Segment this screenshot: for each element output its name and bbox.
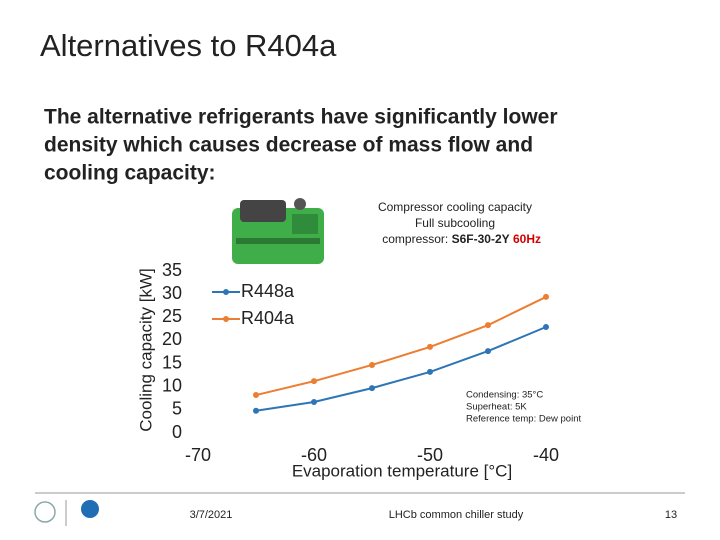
legend-label: R404a: [241, 308, 295, 328]
y-tick-label: 25: [162, 306, 182, 326]
series-line: [255, 326, 547, 412]
annotation: Reference temp: Dew point: [466, 414, 581, 425]
point: [369, 385, 375, 392]
chart-title: Compressor cooling capacity: [378, 200, 532, 214]
y-axis-label: Cooling capacity [kW]: [136, 268, 155, 431]
y-tick-label: 35: [162, 260, 182, 280]
legend-label: R448a: [241, 281, 295, 301]
legend-swatch: [223, 289, 229, 295]
point: [311, 398, 317, 405]
annotation-box: Condensing: 35°C Superheat: 5K Reference…: [460, 384, 606, 430]
compressor-freq: 60Hz: [513, 232, 541, 246]
point: [253, 392, 259, 399]
point: [543, 324, 549, 331]
point: [253, 407, 259, 414]
point: [427, 368, 433, 375]
compressor-model: S6F-30-2Y: [452, 232, 510, 246]
compressor-image: [232, 198, 324, 264]
point: [485, 322, 491, 329]
x-tick-label: -60: [301, 445, 327, 465]
logos: [34, 500, 99, 526]
body-text: The alternative refrigerants have signif…: [44, 106, 558, 129]
annotation: Condensing: 35°C: [466, 390, 543, 401]
point: [427, 343, 433, 350]
annotation: Superheat: 5K: [466, 402, 527, 413]
point: [369, 361, 375, 368]
point: [485, 348, 491, 355]
x-tick-label: -70: [185, 445, 211, 465]
x-tick-label: -50: [417, 445, 443, 465]
body-text: cooling capacity:: [44, 162, 216, 185]
y-tick-label: 5: [172, 399, 182, 419]
y-tick-label: 15: [162, 352, 182, 372]
legend-swatch: [223, 316, 229, 322]
y-tick-label: 30: [162, 283, 182, 303]
slide-title: Alternatives to R404a: [40, 28, 337, 63]
x-axis-label: Evaporation temperature [°C]: [292, 461, 512, 480]
chart-title: compressor: S6F-30-2Y 60Hz: [382, 232, 541, 246]
footer-date: 3/7/2021: [190, 509, 233, 521]
y-tick-label: 0: [172, 422, 182, 442]
point: [311, 378, 317, 385]
x-tick-label: -40: [533, 445, 559, 465]
compressor-label: compressor:: [382, 232, 448, 246]
page-number: 13: [665, 509, 677, 521]
chart-title: Full subcooling: [415, 216, 495, 230]
y-tick-label: 10: [162, 375, 182, 395]
y-tick-label: 20: [162, 329, 182, 349]
footer-text: LHCb common chiller study: [389, 509, 524, 521]
body-text: density which causes decrease of mass fl…: [44, 134, 533, 157]
point: [543, 293, 549, 300]
series-line: [255, 296, 547, 397]
